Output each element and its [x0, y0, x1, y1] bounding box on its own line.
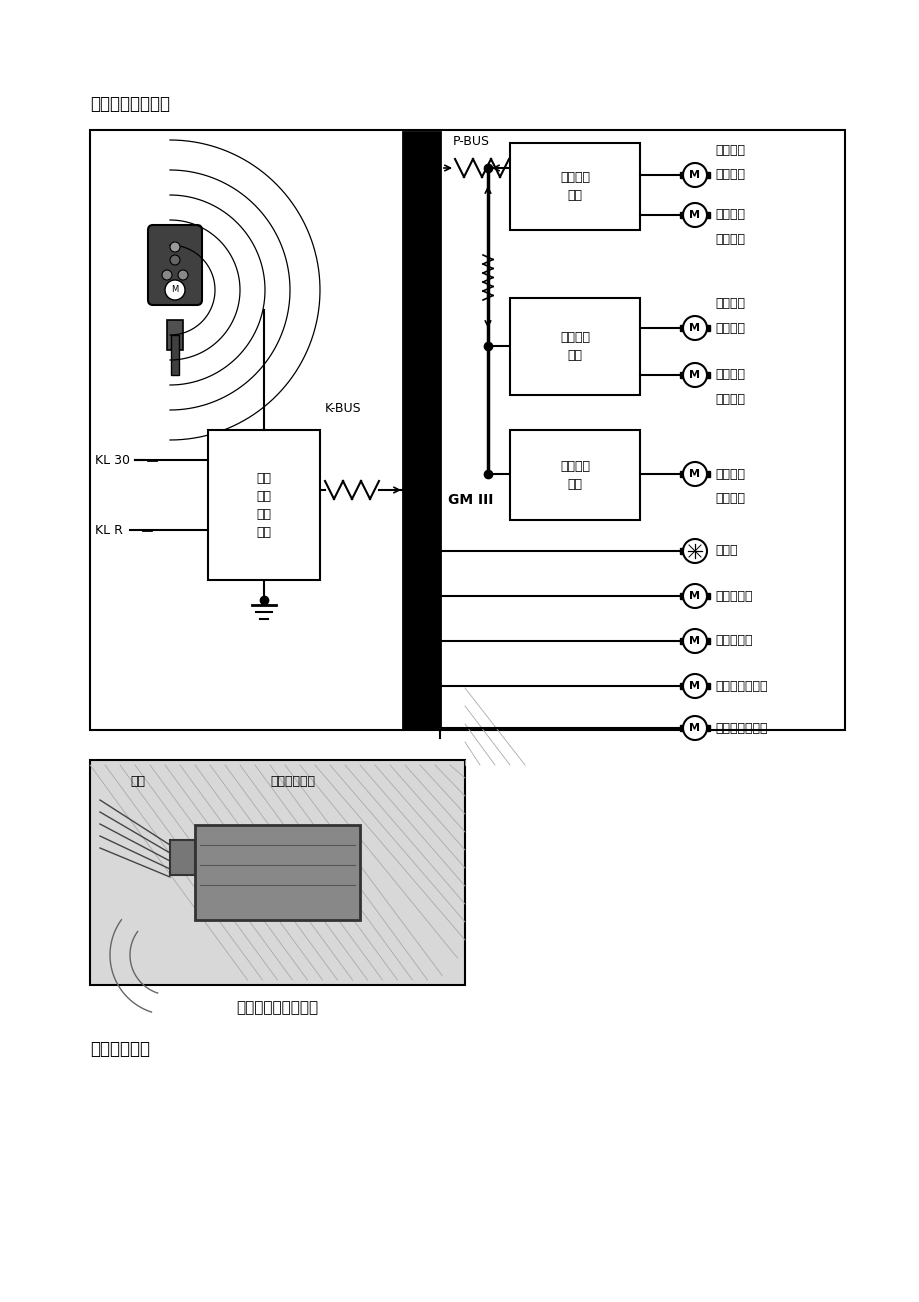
Text: 天窗马达: 天窗马达	[714, 467, 744, 480]
Text: GM III: GM III	[448, 493, 493, 506]
Bar	[170, 840, 195, 875]
Text: 遥控
信号
接收
电脑: 遥控 信号 接收 电脑	[256, 471, 271, 539]
Text: 后行箱盖锁马达: 后行箱盖锁马达	[714, 680, 766, 693]
Text: M: M	[688, 635, 699, 646]
Text: 门窗马达: 门窗马达	[714, 208, 744, 221]
Circle shape	[682, 316, 706, 340]
Text: M: M	[688, 591, 699, 602]
Text: 门锁马达: 门锁马达	[714, 297, 744, 310]
Circle shape	[165, 280, 185, 299]
Bar	[208, 430, 320, 579]
Text: 【遥控钥匙】: 【遥控钥匙】	[90, 1040, 150, 1059]
Text: P-BUS: P-BUS	[452, 135, 490, 148]
Circle shape	[682, 585, 706, 608]
Text: M: M	[688, 171, 699, 180]
Text: 驾驶侧门
电脑: 驾驶侧门 电脑	[560, 171, 589, 202]
Circle shape	[682, 163, 706, 187]
Text: 门窗马达: 门窗马达	[714, 368, 744, 381]
Text: K-BUS: K-BUS	[324, 402, 361, 415]
Bar	[171, 335, 179, 375]
Circle shape	[177, 270, 187, 280]
Text: 天线: 天线	[130, 775, 145, 788]
Text: KL 30: KL 30	[95, 453, 130, 466]
Text: M: M	[688, 469, 699, 479]
Text: 燃油箱盖锁马达: 燃油箱盖锁马达	[714, 721, 766, 734]
Text: 门窗马达: 门窗马达	[714, 393, 744, 406]
Text: KL R: KL R	[95, 523, 123, 536]
Circle shape	[170, 242, 180, 253]
Text: M: M	[688, 723, 699, 733]
Text: M: M	[688, 370, 699, 380]
Bar	[509, 430, 640, 519]
Text: 后门窗马达: 后门窗马达	[714, 634, 752, 647]
Text: M: M	[171, 285, 178, 294]
Text: M: M	[688, 681, 699, 691]
Circle shape	[682, 674, 706, 698]
Bar	[509, 298, 640, 395]
Circle shape	[682, 629, 706, 654]
Bar	[195, 825, 359, 921]
Text: M: M	[688, 323, 699, 333]
Bar	[90, 130, 844, 730]
Circle shape	[682, 462, 706, 486]
Text: 天窗马达: 天窗马达	[714, 492, 744, 505]
Circle shape	[682, 716, 706, 740]
Text: 遥控接收电脑: 遥控接收电脑	[269, 775, 314, 788]
Text: 乘客侧门
电脑: 乘客侧门 电脑	[560, 331, 589, 362]
Bar	[403, 132, 439, 728]
Bar	[509, 143, 640, 230]
Text: 室内灯: 室内灯	[714, 544, 737, 557]
Circle shape	[682, 539, 706, 562]
Circle shape	[162, 270, 172, 280]
Bar	[167, 320, 183, 350]
Circle shape	[682, 363, 706, 387]
Text: 门锁马达: 门锁马达	[714, 322, 744, 335]
Text: 门锁马达: 门锁马达	[714, 168, 744, 181]
Text: 门锁马达: 门锁马达	[714, 145, 744, 158]
Text: 【遥控控制功能】: 【遥控控制功能】	[90, 95, 170, 113]
Text: 自动天窗
电脑: 自动天窗 电脑	[560, 460, 589, 491]
Circle shape	[170, 255, 180, 266]
Text: 后门锁马达: 后门锁马达	[714, 590, 752, 603]
FancyBboxPatch shape	[148, 225, 202, 305]
Circle shape	[682, 203, 706, 227]
Text: M: M	[688, 210, 699, 220]
Text: 位于后座椅靠背左部: 位于后座椅靠背左部	[235, 1000, 318, 1016]
Bar	[90, 760, 464, 986]
Text: 门窗马达: 门窗马达	[714, 233, 744, 246]
